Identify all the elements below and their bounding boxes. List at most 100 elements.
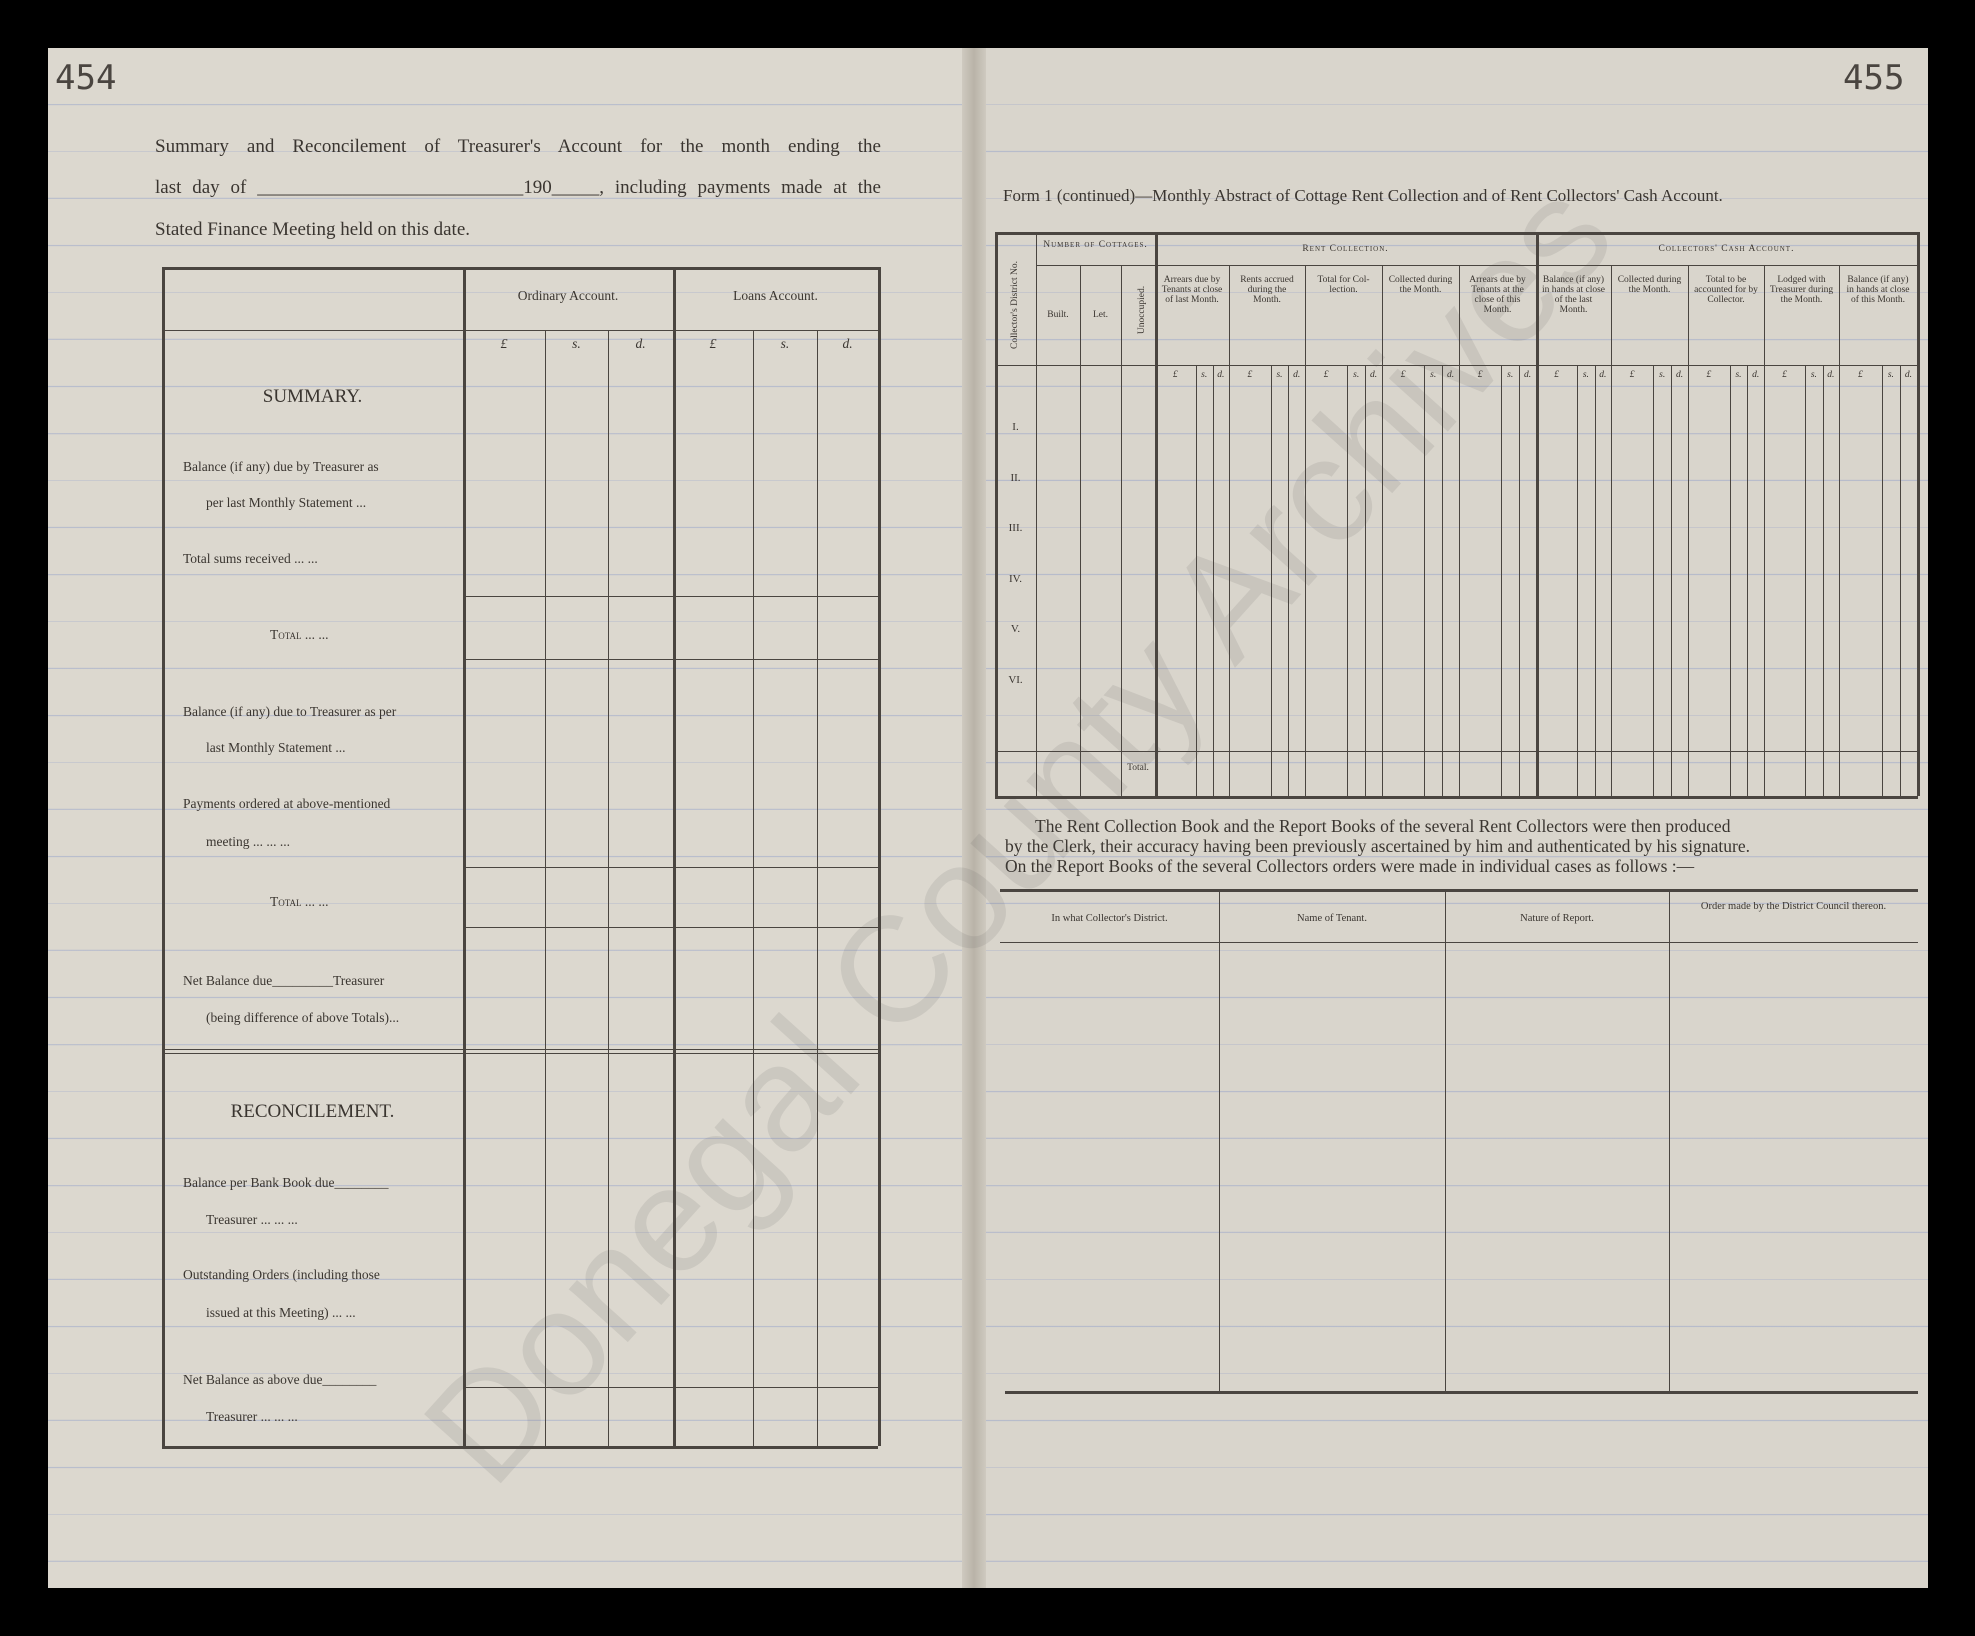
currency-header: £ — [500, 336, 508, 351]
row-label: (being difference of above Totals)... — [206, 1010, 400, 1025]
column-header: Balance (if any) in hands at close of th… — [1846, 275, 1910, 305]
column-header: Name of Tenant. — [1297, 913, 1367, 924]
row-label: Payments ordered at above-mentioned — [183, 796, 391, 811]
rule-line — [1365, 365, 1367, 796]
currency-header: £ — [1172, 370, 1178, 380]
district-label: III. — [1008, 522, 1023, 534]
currency-header: d. — [1904, 370, 1912, 380]
group-header-cash: Collectors' Cash Account. — [1658, 244, 1795, 254]
summary-title: SUMMARY. — [262, 386, 363, 407]
rule-line — [1288, 365, 1290, 796]
currency-header: d. — [842, 336, 853, 351]
row-label: issued at this Meeting) ... ... — [206, 1305, 356, 1320]
rule-line — [1195, 365, 1197, 796]
currency-header: d. — [1369, 370, 1378, 380]
column-header: Collected during the Month. — [1388, 275, 1453, 295]
paragraph-line: The Rent Collection Book and the Report … — [1035, 816, 1731, 836]
rule-line — [995, 232, 1918, 235]
rule-line — [463, 927, 878, 928]
rule-line — [162, 1446, 878, 1449]
rule-line — [1424, 365, 1426, 796]
row-label: Total ... ... — [270, 894, 329, 909]
rule-line — [1212, 365, 1214, 796]
column-header-cottages: Unoccupied. — [1137, 285, 1147, 335]
currency-header: d. — [1599, 370, 1607, 380]
rule-line — [463, 659, 878, 660]
column-header-loans: Loans Account. — [733, 288, 818, 303]
currency-header: d. — [1293, 370, 1301, 380]
currency-header: £ — [709, 336, 717, 351]
currency-header: s. — [1353, 370, 1360, 380]
row-label: Total sums received ... ... — [183, 551, 318, 566]
row-label: last Monthly Statement ... — [206, 740, 346, 755]
column-header: Total to be accounted for by Collector. — [1694, 275, 1758, 305]
currency-header: £ — [1247, 370, 1253, 380]
total-label: Total. — [1127, 763, 1149, 773]
rule-line — [673, 267, 676, 1446]
currency-header: £ — [1400, 370, 1406, 380]
rule-line — [995, 232, 998, 796]
district-label: I. — [1012, 421, 1019, 433]
rule-line — [1305, 265, 1306, 796]
right-page — [974, 48, 1928, 1588]
rule-line — [162, 267, 165, 1446]
column-header: In what Collector's District. — [1051, 913, 1168, 924]
column-header-district: Collector's District No. — [1010, 261, 1020, 349]
rule-line — [1382, 265, 1383, 796]
row-label: Balance per Bank Book due________ — [183, 1175, 389, 1190]
rule-line — [1155, 265, 1917, 266]
district-label: V. — [1010, 623, 1021, 635]
rule-line — [1729, 365, 1731, 796]
column-header-ordinary: Ordinary Account. — [517, 288, 619, 303]
rule-line — [1442, 365, 1444, 796]
currency-header: £ — [1629, 370, 1635, 380]
currency-header: s. — [572, 336, 581, 351]
rule-line — [1219, 889, 1220, 1391]
currency-header: £ — [1477, 370, 1483, 380]
rule-line — [1229, 265, 1230, 796]
district-label: VI. — [1008, 673, 1023, 686]
column-header: Arrears due by Tenants at close of last … — [1161, 275, 1223, 305]
column-header: Lodged with Treasurer during the Month. — [1769, 275, 1834, 305]
currency-header: £ — [1782, 370, 1787, 380]
rule-line — [545, 330, 546, 1446]
rule-line — [463, 267, 466, 1446]
rule-line — [753, 330, 754, 1446]
rule-line — [608, 330, 609, 1446]
rule-line — [1899, 365, 1901, 796]
rule-line — [463, 1387, 878, 1388]
rule-line — [1445, 889, 1446, 1391]
rule-line — [1121, 265, 1122, 796]
intro-line: last day of ____________________________… — [155, 177, 881, 198]
rule-line — [1805, 365, 1807, 796]
currency-header: s. — [1810, 370, 1817, 380]
intro-line: Stated Finance Meeting held on this date… — [155, 219, 471, 240]
rule-line — [1080, 265, 1081, 796]
rule-line — [1671, 365, 1673, 796]
rule-line — [1155, 232, 1158, 796]
currency-header: d. — [1217, 370, 1225, 380]
currency-header: £ — [1554, 370, 1559, 380]
row-label: Outstanding Orders (including those — [183, 1267, 380, 1282]
rule-line — [163, 1053, 878, 1054]
column-header: Balance (if any) in hands at close of th… — [1541, 275, 1606, 315]
rule-line — [1764, 265, 1765, 796]
currency-header: s. — [1582, 370, 1589, 380]
row-label: Balance (if any) due by Treasurer as — [183, 459, 379, 474]
rule-line — [1611, 265, 1612, 796]
rule-line — [878, 267, 881, 1446]
rule-line — [1839, 265, 1840, 796]
currency-header: d. — [635, 336, 646, 351]
currency-header: s. — [1659, 370, 1666, 380]
currency-header: d. — [1827, 370, 1835, 380]
currency-header: £ — [1706, 370, 1712, 380]
paragraph-line: by the Clerk, their accuracy having been… — [1005, 836, 1750, 856]
row-label: Balance (if any) due to Treasurer as per — [183, 704, 397, 719]
currency-header: s. — [1507, 370, 1514, 380]
row-label: Net Balance as above due________ — [183, 1372, 377, 1387]
column-header: Rents accrued during the Month. — [1240, 275, 1294, 305]
currency-header: s. — [780, 336, 790, 351]
page-number-left: 454 — [55, 58, 117, 98]
row-label: meeting ... ... ... — [206, 834, 290, 849]
currency-header: s. — [1887, 370, 1894, 380]
